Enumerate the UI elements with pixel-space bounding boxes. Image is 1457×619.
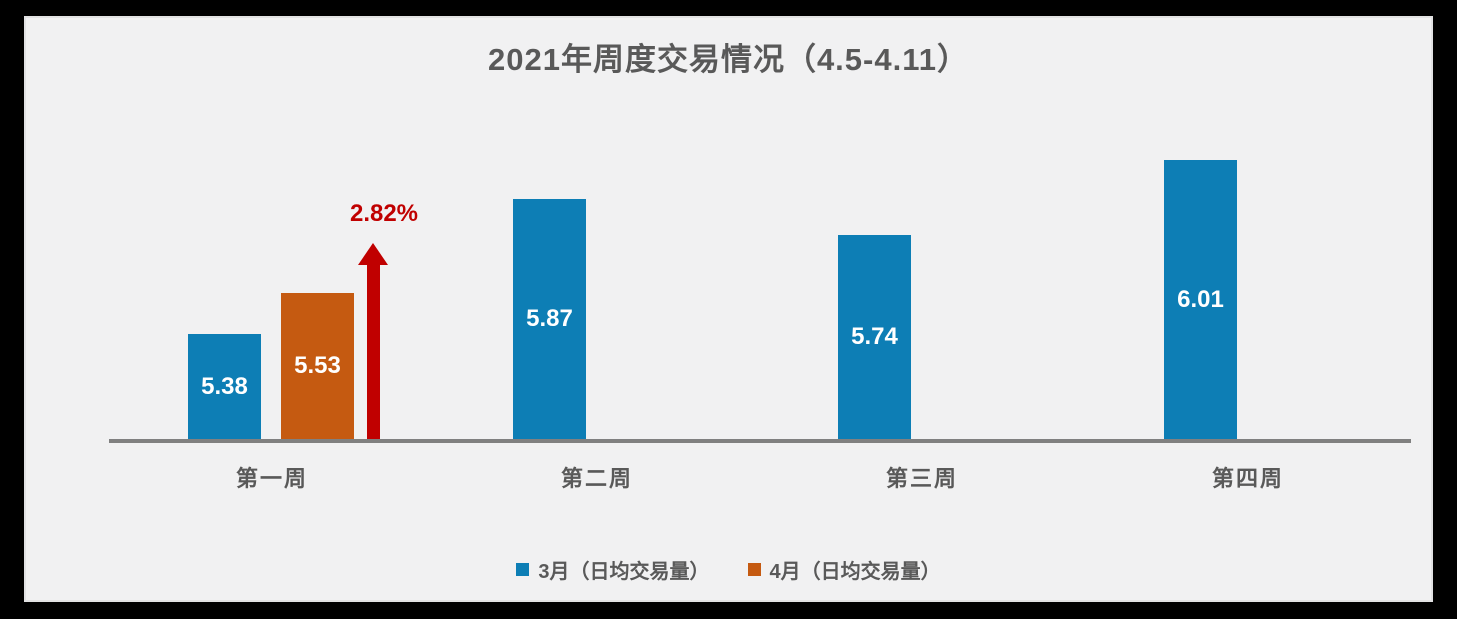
bar-3月（日均交易量）-第四周: 6.01	[1164, 160, 1237, 439]
category-label-第三周: 第三周	[885, 466, 958, 491]
bar-4月（日均交易量）-第一周: 5.53	[281, 293, 354, 439]
legend: 3月（日均交易量） 4月（日均交易量）	[0, 555, 1457, 584]
bar-value-label: 6.01	[1177, 285, 1224, 313]
increase-arrow-head	[358, 243, 388, 265]
x-axis-line	[109, 439, 1411, 443]
legend-item-3月（日均交易量）: 3月（日均交易量）	[516, 555, 710, 584]
legend-label: 3月（日均交易量）	[538, 561, 710, 583]
bar-value-label: 5.87	[526, 305, 573, 332]
annotation-percent-label: 2.82%	[349, 200, 419, 227]
chart-title: 2021年周度交易情况（4.5-4.11）	[487, 42, 969, 77]
category-label-第二周: 第二周	[560, 466, 633, 491]
bar-value-label: 5.53	[294, 352, 341, 379]
legend-label: 4月（日均交易量）	[769, 561, 941, 583]
legend-swatch	[747, 563, 761, 576]
category-label-第四周: 第四周	[1211, 466, 1284, 491]
legend-swatch	[516, 563, 530, 576]
category-label-第一周: 第一周	[235, 466, 308, 491]
bar-value-label: 5.38	[201, 372, 248, 400]
legend-item-4月（日均交易量）: 4月（日均交易量）	[747, 555, 941, 584]
bar-value-label: 5.74	[851, 323, 898, 350]
increase-arrow-shaft	[367, 263, 380, 439]
bar-3月（日均交易量）-第二周: 5.87	[513, 199, 586, 439]
bar-3月（日均交易量）-第一周: 5.38	[188, 334, 261, 439]
bar-3月（日均交易量）-第三周: 5.74	[838, 235, 911, 439]
